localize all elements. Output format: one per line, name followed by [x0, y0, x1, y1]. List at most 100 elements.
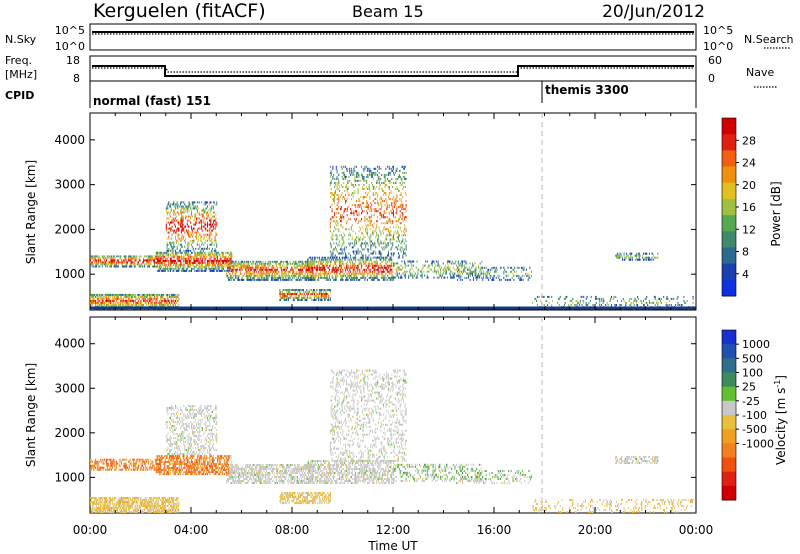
power-data-cell — [375, 246, 377, 249]
power-data-cell — [341, 226, 343, 229]
power-data-cell — [312, 276, 314, 279]
power-data-cell — [157, 255, 159, 258]
power-data-cell — [404, 270, 406, 273]
power-data-cell — [393, 252, 394, 255]
power-data-cell — [403, 171, 405, 174]
power-data-cell — [190, 261, 192, 264]
power-data-cell — [191, 267, 192, 270]
power-data-cell — [175, 261, 177, 264]
power-data-cell — [403, 242, 405, 245]
power-data-cell — [180, 217, 182, 220]
power-data-cell — [176, 299, 178, 302]
power-data-cell — [377, 196, 378, 199]
power-data-cell — [345, 258, 346, 261]
power-data-cell — [182, 235, 184, 238]
power-data-cell — [121, 295, 123, 298]
power-data-cell — [351, 173, 353, 176]
power-data-cell — [281, 293, 283, 295]
power-data-cell — [137, 263, 139, 266]
power-data-cell — [175, 249, 176, 252]
power-data-cell — [336, 182, 338, 184]
power-data-cell — [317, 256, 319, 259]
power-data-cell — [428, 270, 430, 273]
power-data-cell — [174, 211, 176, 214]
power-data-cell — [111, 261, 112, 264]
power-data-cell — [313, 297, 315, 299]
power-data-cell — [158, 269, 160, 272]
power-data-cell — [361, 246, 362, 249]
power-data-cell — [121, 263, 123, 266]
power-data-cell — [362, 202, 364, 205]
power-data-cell — [135, 257, 137, 260]
power-data-cell — [144, 263, 146, 266]
power-data-cell — [368, 186, 370, 188]
power-data-cell — [329, 182, 331, 184]
power-data-cell — [361, 276, 363, 279]
power-data-cell — [370, 234, 372, 237]
power-data-cell — [124, 299, 126, 302]
power-data-cell — [373, 242, 375, 245]
power-data-cell — [318, 289, 320, 291]
power-data-cell — [211, 237, 213, 240]
nsky-tick-bottom: 10^0 — [55, 40, 85, 53]
power-data-cell — [282, 293, 284, 295]
power-data-cell — [162, 261, 164, 264]
power-data-cell — [335, 216, 337, 219]
power-data-cell — [170, 249, 171, 252]
power-data-cell — [186, 205, 188, 208]
power-data-cell — [128, 265, 130, 268]
power-data-cell — [216, 269, 218, 272]
power-data-cell — [301, 297, 303, 299]
power-data-cell — [393, 226, 394, 229]
power-data-cell — [219, 269, 221, 272]
power-data-cell — [240, 264, 242, 267]
power-data-cell — [138, 293, 140, 296]
power-data-cell — [188, 243, 190, 246]
power-data-cell — [305, 278, 307, 281]
power-data-cell — [239, 268, 241, 271]
power-data-cell — [168, 253, 170, 256]
power-data-cell — [342, 196, 344, 199]
power-data-cell — [343, 165, 345, 168]
power-data-cell — [166, 213, 168, 216]
power-data-cell — [340, 260, 341, 263]
power-data-cell — [276, 276, 278, 279]
power-data-cell — [335, 266, 337, 269]
power-data-cell — [335, 238, 337, 241]
power-data-cell — [494, 268, 496, 271]
power-data-cell — [90, 304, 92, 306]
power-data-cell — [239, 262, 241, 265]
power-data-cell — [94, 299, 96, 302]
power-data-cell — [351, 246, 353, 249]
power-data-cell — [385, 268, 387, 271]
power-data-cell — [260, 266, 262, 269]
power-data-cell — [418, 268, 420, 271]
power-data-cell — [340, 165, 342, 168]
power-data-cell — [349, 179, 351, 182]
power-data-cell — [175, 267, 176, 270]
power-data-cell — [228, 260, 230, 263]
power-data-cell — [354, 262, 356, 265]
power-data-cell — [259, 278, 261, 281]
power-data-cell — [186, 211, 188, 214]
power-data-cell — [357, 222, 359, 225]
power-data-cell — [391, 220, 393, 223]
power-data-cell — [105, 265, 107, 268]
power-data-cell — [212, 251, 213, 254]
power-data-cell — [366, 270, 368, 273]
power-data-cell — [330, 173, 332, 176]
power-data-cell — [223, 255, 224, 258]
power-data-cell — [176, 263, 178, 266]
power-data-cell — [384, 179, 386, 182]
power-data-cell — [372, 256, 374, 259]
power-data-cell — [473, 270, 475, 273]
power-data-cell — [394, 204, 396, 207]
power-data-cell — [185, 229, 187, 232]
power-data-cell — [496, 268, 498, 271]
power-data-cell — [451, 270, 453, 273]
power-data-cell — [336, 250, 338, 253]
power-data-cell — [216, 261, 218, 264]
power-data-cell — [260, 278, 261, 281]
power-data-cell — [329, 264, 331, 267]
power-data-cell — [100, 263, 102, 266]
